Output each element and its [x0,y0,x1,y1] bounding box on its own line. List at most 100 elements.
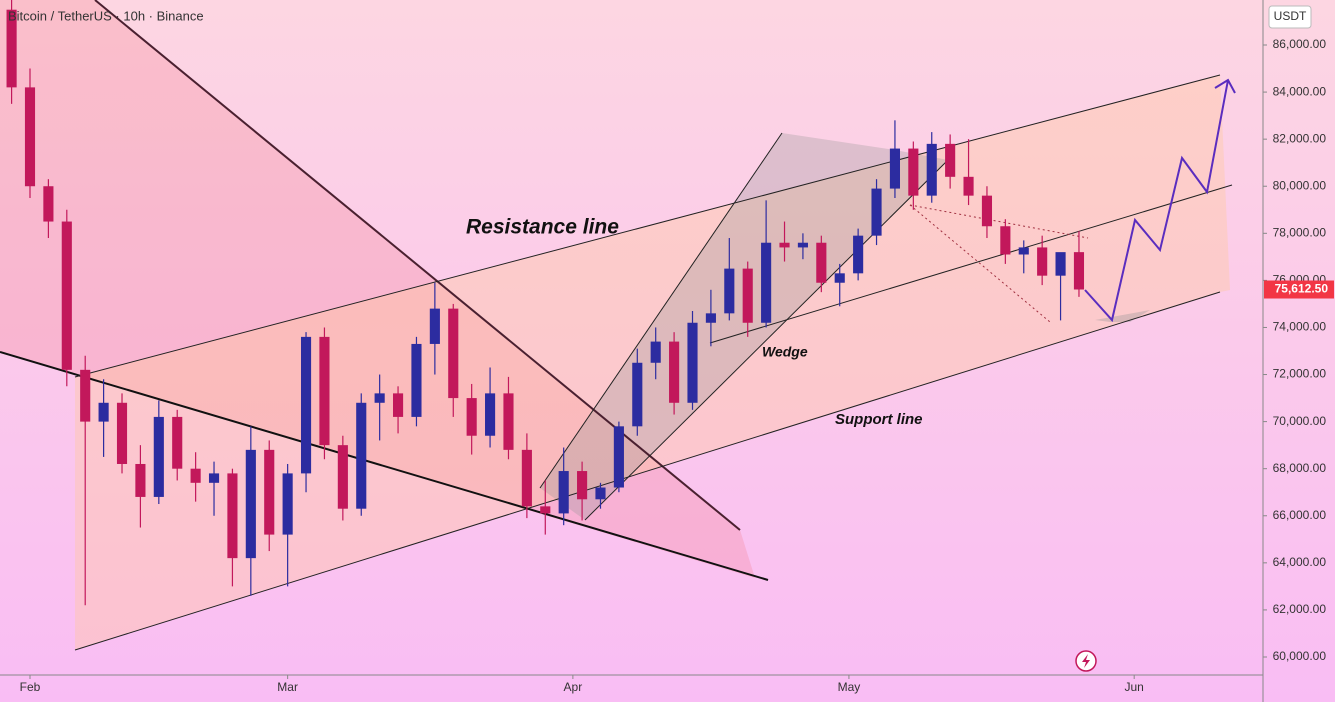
candle-body [540,506,551,514]
candle-body [871,188,882,236]
price-marker [1264,280,1334,299]
candle-body [392,393,404,417]
y-tick-label: 70,000.00 [1273,414,1327,428]
resistance-line [74,74,1221,378]
candle-body [834,273,845,283]
annotation: Wedge [762,344,808,360]
candle-body [319,336,330,446]
candle-body [153,416,164,497]
trend-line [94,0,741,531]
y-tick-label: 82,000.00 [1273,131,1327,145]
y-tick-label: 80,000.00 [1273,178,1327,192]
candle-body [172,416,183,469]
annotation: Resistance line [466,216,619,239]
y-tick-label: 84,000.00 [1273,84,1327,98]
currency: USDT [1274,9,1307,23]
candle-body [1018,247,1029,255]
y-tick-label: 68,000.00 [1273,461,1327,475]
projection [1084,79,1229,323]
x-tick-label: Mar [277,680,298,694]
candle-body [577,471,588,500]
candle-body [80,369,91,422]
candle-body [466,398,477,436]
y-tick-label: 66,000.00 [1273,508,1327,522]
candle-body [1055,252,1066,276]
candle-body [613,426,624,488]
candle-body [595,487,606,500]
projection-arrow [1214,78,1236,94]
candle-body [98,402,109,422]
candle-body [981,195,993,227]
candle-body [356,402,367,509]
candle-body [926,143,937,196]
y-tick-label: 72,000.00 [1273,367,1327,381]
candle-body [300,336,312,474]
wedge-line [539,132,783,489]
price-marker-label: 75,612.50 [1275,282,1329,296]
candle-body [503,393,514,450]
candle-body [742,268,753,323]
trend-line [0,351,769,581]
candle-body [908,148,919,196]
candle-body [208,473,220,483]
candle-body [889,148,901,189]
candle-body [337,445,348,509]
x-tick-label: Apr [564,680,583,694]
candle-body [521,449,532,507]
candle-body [6,9,17,88]
candle-body [227,473,238,559]
candle-body [650,341,661,363]
dotted-line [909,204,1051,323]
candle-body [1000,226,1011,255]
candle-body [705,313,716,323]
candle-body [411,343,422,417]
x-tick-label: Feb [20,680,41,694]
y-tick-label: 62,000.00 [1273,602,1327,616]
support-line [74,291,1221,651]
dotted-line [909,204,1089,239]
y-tick-label: 86,000.00 [1273,37,1327,51]
candle-body [853,235,864,274]
candle-body [485,393,496,436]
candle-body [282,473,293,535]
candle-body [761,242,772,323]
annotation: Support line [835,411,923,428]
candle-body [24,87,36,187]
candle-body [945,143,956,177]
candle-body [558,471,569,514]
y-tick-label: 64,000.00 [1273,555,1327,569]
currency-box[interactable] [1268,5,1312,29]
candle-body [1073,252,1085,290]
candle-body [963,176,974,196]
candle-body [1037,247,1048,276]
candle-body [669,341,680,403]
candle-body [135,463,146,497]
x-tick-label: Jun [1124,680,1143,694]
candle-body [687,322,698,403]
mid-line [709,184,1233,344]
candle-body [724,268,735,314]
target-shade [1095,310,1150,322]
candle-body [632,362,643,427]
candle-body [190,468,201,483]
candle-body [797,242,808,248]
x-tick-label: May [838,680,861,694]
y-tick-label: 78,000.00 [1273,225,1327,239]
candle-body [245,449,256,559]
candle-body [61,221,72,370]
y-tick-label: 60,000.00 [1273,649,1327,663]
candle-body [43,186,54,222]
candles [6,0,1085,606]
candle-body [448,308,459,399]
candle-body [374,393,385,403]
y-tick-label: 74,000.00 [1273,320,1327,334]
triangle-shade [0,0,755,578]
candle-body [779,242,790,248]
candle-body [816,242,827,283]
candle-body [264,449,275,535]
wedge-line [584,159,949,521]
candle-body [116,402,128,464]
